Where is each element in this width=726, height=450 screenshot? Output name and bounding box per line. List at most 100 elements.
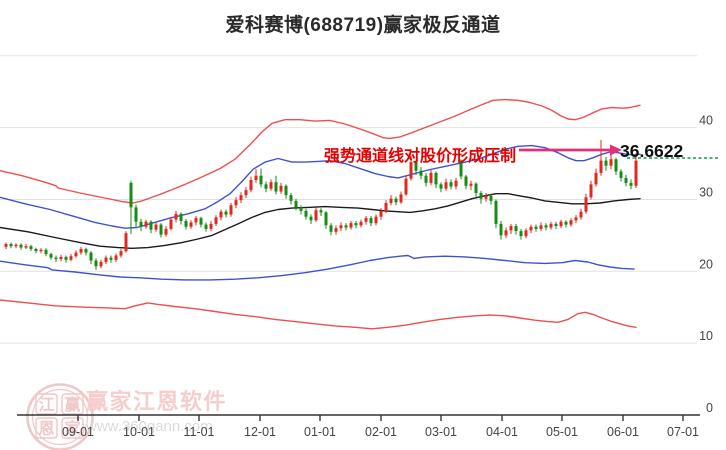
candle-body bbox=[219, 211, 223, 218]
candle-body bbox=[524, 230, 528, 237]
candle-body bbox=[94, 260, 98, 267]
x-axis-label: 07-01 bbox=[667, 425, 699, 439]
candle-body bbox=[459, 160, 463, 177]
candle-body bbox=[374, 216, 378, 224]
candle-body bbox=[359, 221, 363, 226]
candle-body bbox=[369, 218, 373, 224]
candle-body bbox=[599, 160, 603, 173]
chart-title: 爱科赛博(688719)赢家极反通道 bbox=[225, 15, 501, 36]
channel-line-lower-outer-red bbox=[0, 299, 637, 330]
candle-body bbox=[29, 246, 33, 250]
candle-body bbox=[234, 200, 238, 206]
candle-body bbox=[439, 184, 443, 189]
candle-body bbox=[609, 159, 613, 166]
candle-body bbox=[14, 244, 18, 247]
candle-body bbox=[284, 185, 288, 196]
candle-body bbox=[254, 175, 258, 181]
candlesticks bbox=[4, 139, 638, 270]
x-axis-label: 04-01 bbox=[486, 425, 518, 439]
candle-body bbox=[9, 243, 13, 247]
x-axis-label: 06-01 bbox=[607, 425, 639, 439]
seal-char: 恩 bbox=[38, 420, 54, 438]
channel-line-upper-outer-red bbox=[0, 98, 641, 204]
candle-body bbox=[279, 185, 283, 192]
candle-body bbox=[484, 195, 488, 199]
candle-body bbox=[554, 223, 558, 227]
candle-body bbox=[189, 222, 193, 227]
candle-body bbox=[479, 192, 483, 199]
candle-body bbox=[494, 200, 498, 224]
candle-body bbox=[79, 249, 83, 253]
watermark-url-text: www.360gann.com bbox=[85, 418, 213, 435]
candle-body bbox=[309, 216, 313, 221]
candle-body bbox=[339, 225, 343, 229]
candle-body bbox=[499, 223, 503, 236]
candle-body bbox=[429, 172, 433, 183]
candle-body bbox=[529, 226, 533, 231]
candle-body bbox=[394, 198, 398, 203]
candle-body bbox=[584, 197, 588, 212]
candle-body bbox=[214, 217, 218, 224]
candle-body bbox=[399, 194, 403, 203]
channel-line-upper-blue bbox=[0, 144, 641, 229]
candle-body bbox=[199, 218, 203, 225]
candle-body bbox=[594, 172, 598, 185]
candle-body bbox=[619, 171, 623, 178]
candle-body bbox=[239, 195, 243, 201]
candle-body bbox=[474, 183, 478, 193]
candle-body bbox=[259, 175, 263, 185]
candle-body bbox=[364, 218, 368, 222]
candle-body bbox=[514, 226, 518, 232]
candle-body bbox=[114, 255, 118, 260]
x-axis-label: 05-01 bbox=[546, 425, 578, 439]
candle-body bbox=[469, 183, 473, 186]
candle-body bbox=[129, 182, 133, 208]
candle-body bbox=[304, 210, 308, 217]
candle-body bbox=[379, 210, 383, 217]
candle-body bbox=[169, 219, 173, 229]
candle-body bbox=[574, 217, 578, 221]
candle-body bbox=[504, 230, 508, 236]
seal-inner-ring-icon bbox=[31, 388, 89, 446]
candle-body bbox=[289, 195, 293, 201]
candle-body bbox=[319, 210, 323, 213]
candle-body bbox=[264, 184, 268, 189]
x-axis-label: 11-01 bbox=[183, 425, 214, 439]
x-axis-label: 09-01 bbox=[62, 425, 94, 439]
candle-body bbox=[274, 182, 278, 192]
candle-body bbox=[424, 175, 428, 183]
x-axis-label: 10-01 bbox=[123, 425, 155, 439]
candle-body bbox=[154, 224, 158, 230]
candle-body bbox=[84, 249, 88, 253]
pressure-value-label: 36.6622 bbox=[620, 141, 684, 161]
x-axis-label: 01-01 bbox=[304, 425, 336, 439]
y-axis-label: 10 bbox=[699, 329, 713, 343]
x-axis-label: 12-01 bbox=[244, 425, 276, 439]
candle-body bbox=[294, 200, 298, 208]
candle-body bbox=[19, 244, 23, 248]
pressure-annotation-text: 强势通道线对股价形成压制 bbox=[324, 148, 517, 165]
candle-body bbox=[269, 182, 273, 189]
candle-body bbox=[489, 195, 493, 201]
watermark: 江 赢 恩 家 赢家江恩软件 www.360gann.com bbox=[26, 383, 227, 450]
channel-lines bbox=[0, 98, 641, 330]
candle-body bbox=[59, 256, 63, 260]
candle-body bbox=[89, 252, 93, 261]
channel-line-lower-blue bbox=[0, 254, 635, 281]
watermark-brand-text: 赢家江恩软件 bbox=[86, 389, 227, 414]
y-axis-label: 20 bbox=[699, 257, 713, 271]
candle-body bbox=[119, 251, 123, 256]
candle-body bbox=[444, 182, 448, 189]
candle-body bbox=[549, 223, 553, 228]
candle-body bbox=[389, 198, 393, 204]
candle-body bbox=[539, 225, 543, 229]
candle-body bbox=[409, 162, 413, 179]
candle-body bbox=[139, 221, 143, 227]
x-axis-label: 03-01 bbox=[425, 425, 457, 439]
candle-body bbox=[204, 224, 208, 229]
pressure-arrow bbox=[519, 144, 622, 156]
seal-char: 江 bbox=[38, 396, 54, 414]
x-axis-label: 02-01 bbox=[365, 425, 397, 439]
y-axis-label: 30 bbox=[699, 185, 713, 199]
